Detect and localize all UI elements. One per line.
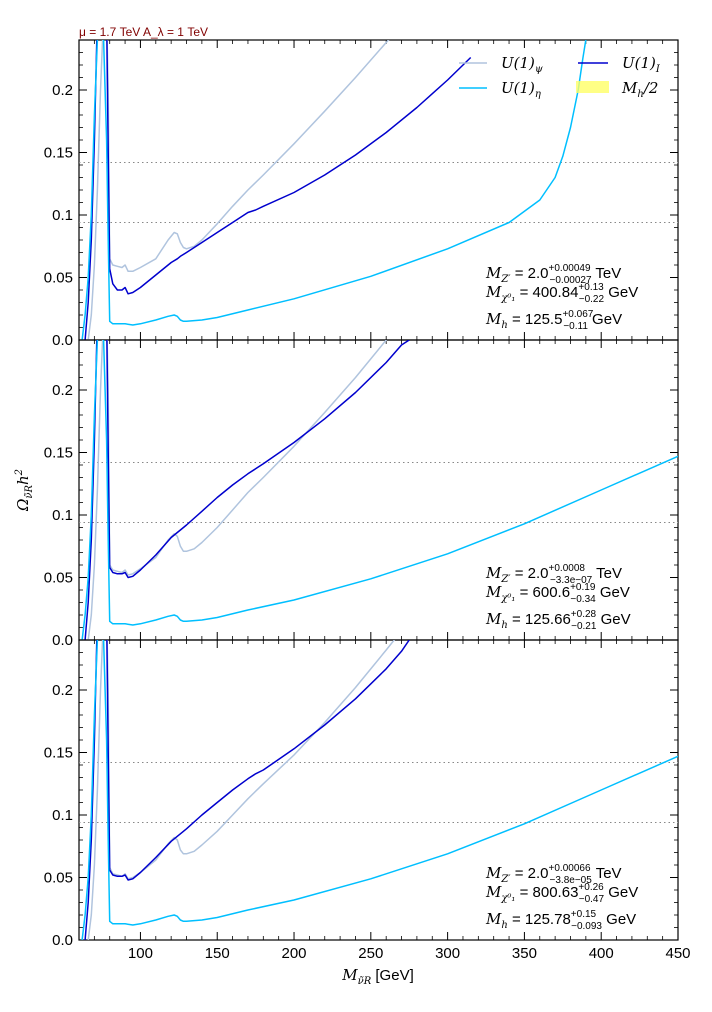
y-tick-label: 0.15 bbox=[44, 445, 73, 462]
annotation-mh: Mh = 125.78+0.15 −0.093 GeV bbox=[485, 909, 636, 932]
y-tick-label: 0.2 bbox=[52, 82, 73, 99]
y-tick-label: 0.1 bbox=[52, 807, 73, 824]
y-tick-label: 0.15 bbox=[44, 745, 73, 762]
y-tick-label: 0.0 bbox=[52, 632, 73, 649]
annotation-panel-middle: MZ′ = 2.0+0.0008 −3.3e−07 TeV Mχ⁰₁ = 600.… bbox=[485, 563, 631, 632]
y-tick-label: 0.05 bbox=[44, 270, 73, 287]
x-tick-label: 250 bbox=[358, 945, 383, 962]
y-tick-label: 0.0 bbox=[52, 932, 73, 949]
y-tick-label: 0.2 bbox=[52, 382, 73, 399]
x-axis-label: Mν̃R [GeV] bbox=[341, 966, 414, 987]
panel-middle: 0.0 0.05 0.1 0.15 0.2 bbox=[44, 339, 679, 649]
series-group bbox=[81, 640, 678, 940]
y-tick-label: 0.15 bbox=[44, 145, 73, 162]
series-line-I bbox=[84, 340, 410, 640]
annotation-mzp: MZ′ = 2.0+0.00049 −0.00027 TeV bbox=[485, 263, 621, 286]
y-tick-label: 0.1 bbox=[52, 207, 73, 224]
x-tick-label: 450 bbox=[665, 945, 690, 962]
annotation-mchi: Mχ⁰₁ = 800.63+0.26 −0.47 GeV bbox=[485, 882, 638, 905]
series-group bbox=[81, 340, 678, 640]
x-tick-label: 350 bbox=[512, 945, 537, 962]
x-tick-label: 300 bbox=[435, 945, 460, 962]
annotation-panel-bottom: MZ′ = 2.0+0.00066 −3.8e−05 TeV Mχ⁰₁ = 800… bbox=[485, 863, 638, 932]
legend-psi-label: U(1)ψ bbox=[501, 54, 543, 75]
y-tick-label: 0.05 bbox=[44, 570, 73, 587]
x-tick-label: 400 bbox=[589, 945, 614, 962]
x-tick-label: 100 bbox=[128, 945, 153, 962]
annotation-mzp: MZ′ = 2.0+0.00066 −3.8e−05 TeV bbox=[485, 863, 622, 886]
series-line-psi bbox=[87, 340, 388, 640]
y-tick-label: 0.1 bbox=[52, 507, 73, 524]
y-tick-label: 0.05 bbox=[44, 870, 73, 887]
series-line-psi bbox=[87, 40, 390, 340]
x-tick-label: 200 bbox=[282, 945, 307, 962]
chart-title: μ = 1.7 TeV A_λ = 1 TeV bbox=[79, 25, 208, 39]
series-line-I bbox=[84, 40, 472, 340]
y-axis-label: Ων̃Rh2 bbox=[14, 469, 35, 512]
x-tick-labels: 100 150 200 250 300 350 400 450 bbox=[128, 945, 691, 962]
annotation-panel-top: MZ′ = 2.0+0.00049 −0.00027 TeV Mχ⁰₁ = 400… bbox=[485, 263, 638, 332]
legend-band-swatch bbox=[576, 81, 609, 93]
annotation-mh: Mh = 125.5+0.067 −0.11 GeV bbox=[485, 309, 622, 332]
legend-i-label: U(1)I bbox=[622, 54, 661, 75]
annotation-mchi: Mχ⁰₁ = 400.84+0.13 −0.22 GeV bbox=[485, 282, 638, 305]
y-tick-label: 0.2 bbox=[52, 682, 73, 699]
annotation-mzp: MZ′ = 2.0+0.0008 −3.3e−07 TeV bbox=[485, 563, 622, 586]
annotation-mchi: Mχ⁰₁ = 600.6+0.19 −0.34 GeV bbox=[485, 582, 630, 605]
y-tick-label: 0.0 bbox=[52, 332, 73, 349]
series-line-I bbox=[84, 640, 410, 940]
series-line-eta bbox=[81, 640, 678, 940]
legend-band-label: Mh/2 bbox=[621, 79, 658, 100]
panel-bottom: 0.0 0.05 0.1 0.15 0.2 bbox=[44, 639, 679, 949]
legend-eta-label: U(1)η bbox=[501, 79, 541, 100]
series-group bbox=[81, 40, 587, 340]
x-tick-label: 150 bbox=[205, 945, 230, 962]
legend: U(1)ψ U(1)I U(1)η Mh/2 bbox=[459, 54, 661, 100]
series-line-eta bbox=[81, 40, 587, 340]
series-line-eta bbox=[81, 340, 678, 640]
annotation-mh: Mh = 125.66+0.28 −0.21 GeV bbox=[485, 609, 631, 632]
